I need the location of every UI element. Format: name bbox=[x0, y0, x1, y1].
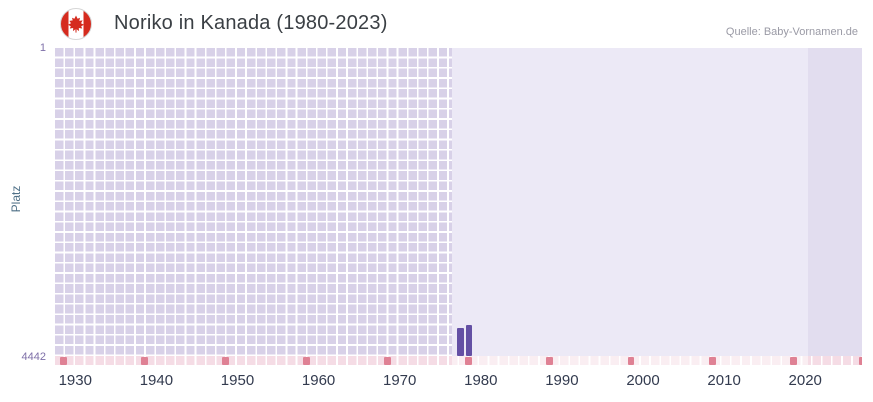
rank-bar-1978[interactable] bbox=[465, 325, 473, 356]
plot-area bbox=[55, 48, 862, 365]
y-tick-bottom: 4442 bbox=[21, 351, 46, 363]
bottom-marker bbox=[465, 356, 473, 365]
x-tick-label: 1980 bbox=[464, 372, 498, 389]
x-tick-label: 1960 bbox=[301, 372, 336, 389]
rank-bar-1977[interactable] bbox=[457, 328, 464, 356]
plot-grid-background bbox=[55, 48, 862, 356]
canada-flag-icon bbox=[60, 8, 92, 40]
x-tick-label: 1930 bbox=[58, 372, 92, 389]
bottom-marker bbox=[546, 356, 554, 365]
bottom-marker bbox=[384, 356, 392, 365]
bottom-marker bbox=[59, 356, 67, 365]
y-axis-title: Platz bbox=[9, 185, 23, 213]
bottom-marker-strip bbox=[55, 356, 862, 365]
bottom-marker bbox=[303, 356, 311, 365]
x-tick-label: 2010 bbox=[707, 372, 741, 389]
highlight-region bbox=[452, 48, 808, 356]
x-tick-label: 1940 bbox=[139, 372, 174, 389]
right-band-region bbox=[807, 48, 862, 356]
x-tick-label: 2000 bbox=[626, 372, 660, 389]
source-credit: Quelle: Baby-Vornamen.de bbox=[725, 26, 858, 38]
bottom-marker bbox=[858, 356, 862, 365]
bottom-marker bbox=[708, 356, 716, 365]
bottom-marker bbox=[627, 356, 635, 365]
y-tick-top: 1 bbox=[39, 42, 46, 54]
x-tick-label: 2020 bbox=[788, 372, 822, 389]
page-title: Noriko in Kanada (1980-2023) bbox=[114, 12, 388, 34]
bottom-marker bbox=[789, 356, 797, 365]
bottom-marker bbox=[222, 356, 229, 365]
x-axis-labels: 1930 1940 1950 1960 1970 1980 1990 2000 2010 2020 bbox=[55, 372, 862, 392]
x-tick-label: 1990 bbox=[545, 372, 579, 389]
x-tick-label: 1970 bbox=[383, 372, 417, 389]
x-tick-label: 1950 bbox=[220, 372, 255, 389]
bottom-marker bbox=[140, 356, 148, 365]
